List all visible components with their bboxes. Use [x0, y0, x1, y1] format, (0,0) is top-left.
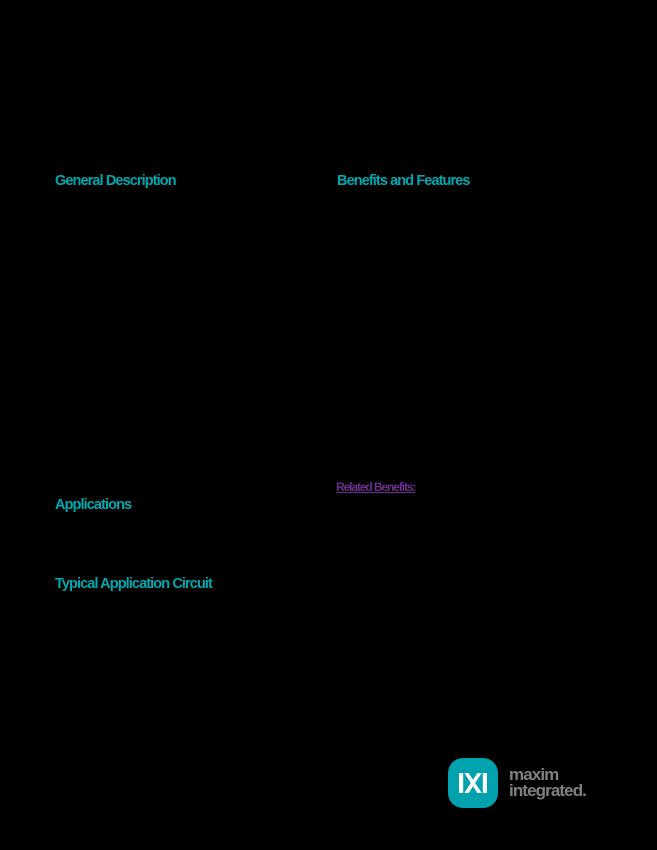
- maxim-integrated-logo: maxim integrated.: [448, 757, 608, 809]
- section-heading-typical-application-circuit: Typical Application Circuit: [55, 576, 213, 593]
- section-heading-general-description: General Description: [55, 173, 177, 190]
- section-heading-applications: Applications: [55, 497, 132, 514]
- maxim-m-monogram-icon: [448, 758, 498, 808]
- wordmark-line-maxim: maxim: [509, 764, 559, 784]
- maxim-integrated-wordmark: maxim integrated.: [509, 764, 587, 800]
- section-heading-benefits-and-features: Benefits and Features: [337, 173, 470, 190]
- related-benefits-link[interactable]: Related Benefits:: [336, 480, 416, 494]
- wordmark-line-integrated: integrated.: [509, 781, 587, 800]
